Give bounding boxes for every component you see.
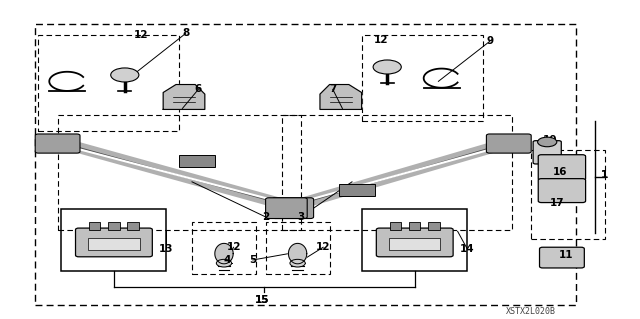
Text: 1: 1 <box>601 170 609 181</box>
Text: 3: 3 <box>297 212 305 222</box>
Bar <box>266 222 330 274</box>
Bar <box>362 35 483 121</box>
FancyBboxPatch shape <box>538 179 586 203</box>
Circle shape <box>216 259 232 267</box>
Text: 12: 12 <box>316 242 330 252</box>
Bar <box>389 238 440 250</box>
FancyBboxPatch shape <box>266 198 307 219</box>
Bar <box>127 222 139 230</box>
FancyBboxPatch shape <box>486 134 531 153</box>
Circle shape <box>538 137 557 147</box>
Polygon shape <box>320 85 362 109</box>
FancyBboxPatch shape <box>540 247 584 268</box>
FancyBboxPatch shape <box>35 134 80 153</box>
Text: 14: 14 <box>460 244 474 254</box>
Bar <box>108 222 120 230</box>
Bar <box>192 222 256 274</box>
Text: 15: 15 <box>255 295 269 305</box>
Text: 15: 15 <box>255 295 269 305</box>
Polygon shape <box>215 243 233 264</box>
Text: 16: 16 <box>553 167 567 177</box>
FancyBboxPatch shape <box>76 228 152 257</box>
Text: 8: 8 <box>182 28 189 39</box>
Text: 10: 10 <box>543 135 557 145</box>
Text: 9: 9 <box>486 36 493 47</box>
Text: 6: 6 <box>195 84 202 94</box>
Bar <box>38 35 179 131</box>
Bar <box>390 222 401 230</box>
Text: 5: 5 <box>249 255 257 265</box>
Text: 13: 13 <box>159 244 173 254</box>
Text: 7: 7 <box>329 84 337 94</box>
Bar <box>88 238 140 250</box>
Text: 17: 17 <box>550 197 564 208</box>
Polygon shape <box>289 243 307 264</box>
Polygon shape <box>163 85 205 109</box>
Bar <box>35 24 576 305</box>
Text: 2: 2 <box>262 212 269 222</box>
Circle shape <box>290 259 305 267</box>
Bar <box>339 184 375 196</box>
Bar <box>282 115 512 230</box>
Bar <box>58 115 301 230</box>
Text: 12: 12 <box>134 30 148 40</box>
Bar <box>89 222 100 230</box>
Text: 11: 11 <box>559 250 573 260</box>
Circle shape <box>373 60 401 74</box>
FancyBboxPatch shape <box>376 228 453 257</box>
Bar <box>61 209 166 271</box>
Bar <box>362 209 467 271</box>
Bar <box>428 222 440 230</box>
Text: 12: 12 <box>227 242 241 252</box>
Bar <box>531 150 605 239</box>
FancyBboxPatch shape <box>538 155 586 180</box>
Text: XSTX2L020B: XSTX2L020B <box>506 307 556 315</box>
Text: 1: 1 <box>601 170 609 181</box>
Text: 12: 12 <box>374 35 388 45</box>
Circle shape <box>111 68 139 82</box>
FancyBboxPatch shape <box>533 141 561 164</box>
FancyBboxPatch shape <box>272 198 314 219</box>
Text: 4: 4 <box>223 255 231 265</box>
Bar <box>409 222 420 230</box>
Bar <box>179 155 215 167</box>
